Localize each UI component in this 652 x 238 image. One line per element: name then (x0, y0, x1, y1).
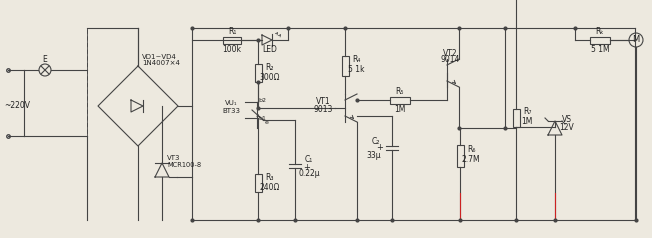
Text: 2.7M: 2.7M (462, 155, 481, 164)
Text: R₆: R₆ (467, 144, 475, 154)
Text: ~220V: ~220V (4, 100, 30, 109)
Text: R₇: R₇ (523, 108, 531, 116)
Text: VT1: VT1 (316, 98, 331, 106)
Text: b2: b2 (258, 99, 266, 104)
Text: 1N4007×4: 1N4007×4 (142, 60, 180, 66)
Text: 33μ: 33μ (366, 150, 381, 159)
Text: R₁: R₁ (228, 28, 236, 36)
Text: 300Ω: 300Ω (259, 73, 280, 81)
Text: 100k: 100k (222, 45, 241, 54)
Bar (512, 109, 520, 127)
Bar (342, 56, 349, 76)
Text: E: E (42, 55, 48, 64)
Text: VT3: VT3 (167, 155, 181, 161)
Text: LED: LED (263, 45, 278, 55)
Bar (590, 36, 610, 44)
Text: MCR100-8: MCR100-8 (167, 162, 201, 168)
Text: VD1~VD4: VD1~VD4 (142, 54, 177, 60)
Text: 240Ω: 240Ω (259, 183, 280, 192)
Text: +: + (377, 144, 383, 153)
Bar (254, 64, 261, 82)
Text: R₂: R₂ (266, 64, 274, 73)
Text: 0.22μ: 0.22μ (298, 169, 320, 178)
Text: M: M (632, 35, 640, 45)
Text: b1: b1 (258, 115, 266, 120)
Text: R₅: R₅ (396, 86, 404, 95)
Text: VU₁: VU₁ (225, 100, 237, 106)
Text: VS: VS (562, 115, 572, 124)
Text: 9014: 9014 (440, 55, 460, 64)
Text: 9013: 9013 (314, 105, 333, 114)
Text: 12V: 12V (559, 124, 574, 133)
Text: e: e (265, 120, 269, 125)
Text: 1M: 1M (394, 105, 406, 114)
Bar (223, 36, 241, 44)
Text: BT33: BT33 (222, 108, 240, 114)
Text: 5 1M: 5 1M (591, 45, 610, 54)
Bar (456, 145, 464, 167)
Text: VT2: VT2 (443, 49, 457, 58)
Text: Rₖ: Rₖ (596, 26, 604, 35)
Bar (254, 174, 261, 192)
Text: R₃: R₃ (266, 174, 274, 183)
Text: 1M: 1M (522, 116, 533, 125)
Text: 5 1k: 5 1k (348, 64, 364, 74)
Text: R₄: R₄ (352, 55, 360, 64)
Text: +: + (304, 163, 310, 172)
Bar (390, 96, 410, 104)
Text: C₁: C₁ (305, 155, 313, 164)
Text: C₂: C₂ (372, 138, 380, 147)
